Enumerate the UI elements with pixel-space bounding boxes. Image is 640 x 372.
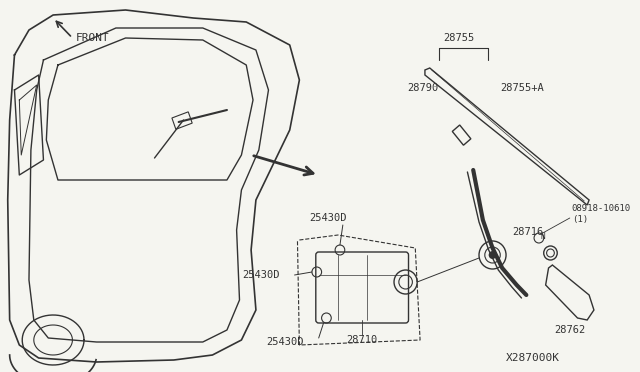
Bar (452, 125, 471, 145)
Circle shape (489, 251, 497, 259)
Bar (172, 112, 192, 129)
Text: 28790: 28790 (408, 83, 439, 93)
Text: 28710: 28710 (346, 335, 378, 345)
Text: 28716: 28716 (512, 227, 543, 237)
Text: N: N (540, 231, 545, 241)
Text: 25430D: 25430D (267, 337, 304, 347)
Text: FRONT: FRONT (76, 33, 109, 43)
Text: 25430D: 25430D (243, 270, 280, 280)
Text: 08918-10610
(1): 08918-10610 (1) (572, 204, 631, 224)
Text: 28755+A: 28755+A (500, 83, 544, 93)
Text: 25430D: 25430D (310, 213, 347, 223)
Text: 28755: 28755 (443, 33, 474, 43)
Text: X287000K: X287000K (506, 353, 560, 363)
Text: 28762: 28762 (554, 325, 586, 335)
